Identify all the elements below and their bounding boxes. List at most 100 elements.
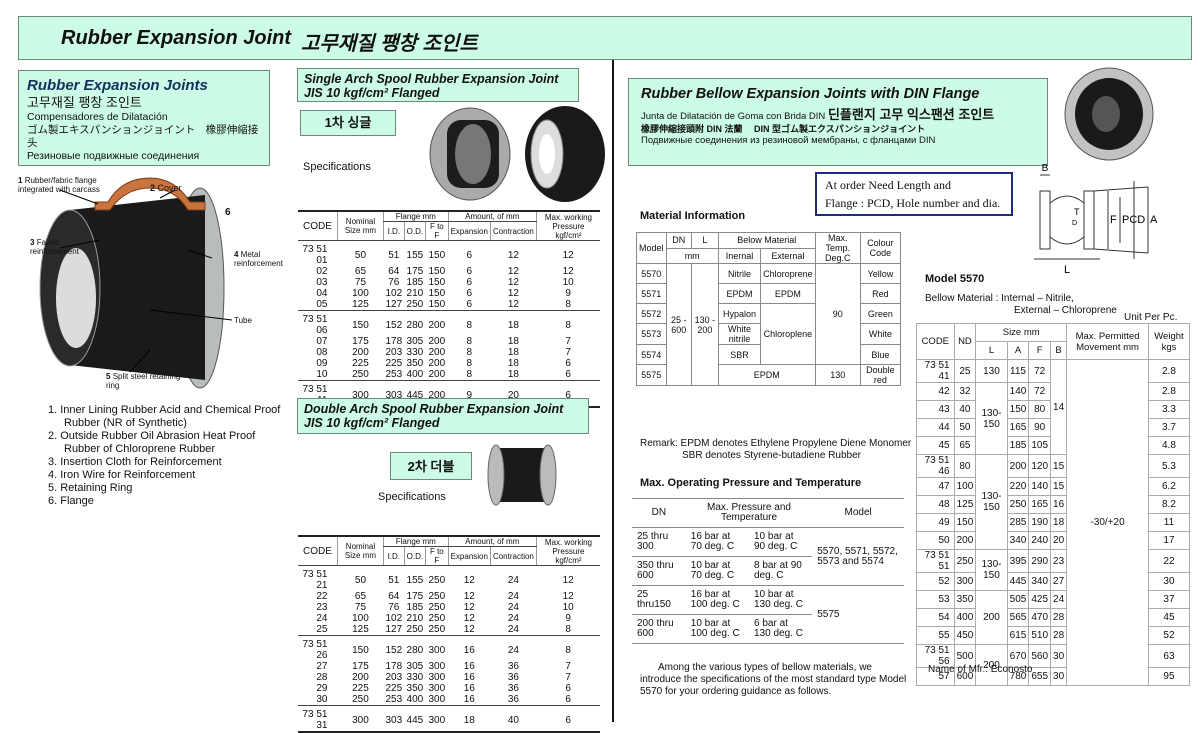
value-cell: 12	[536, 240, 600, 266]
table-row: 43 40 150 80 3.3	[916, 400, 1191, 419]
table-cell: 120	[1028, 454, 1052, 478]
table-cell: 10 bar at 130 deg. C	[749, 585, 813, 615]
label-num: 1	[18, 176, 23, 185]
drawing-label: F	[1110, 214, 1117, 226]
single-subtitle: JIS 10 kgf/cm² Flanged	[304, 86, 440, 100]
table-cell: 63	[1147, 644, 1191, 668]
table-cell: DN	[632, 498, 686, 528]
value-cell: 64	[388, 266, 400, 277]
value-cell: 10	[562, 602, 574, 613]
table-cell: 115	[1006, 359, 1030, 383]
table-cell: 445	[1006, 572, 1030, 591]
part-line: 5. Retaining Ring	[48, 482, 133, 494]
value-cell: 253	[385, 694, 403, 705]
double-table-wrap: CODE Nominal Size mm Flange mm Amount, of m…	[298, 535, 600, 733]
value-cell: 36	[507, 661, 519, 672]
table-cell: 470	[1028, 608, 1052, 627]
table-row: 5571 EPDM EPDM Red	[636, 283, 902, 304]
table-cell: 150	[1006, 400, 1030, 419]
cutaway-diagram	[39, 177, 233, 389]
table-cell: Weight kgs	[1147, 323, 1191, 360]
table-cell: 10 bar at 70 deg. C	[685, 556, 749, 586]
table-cell: EPDM	[760, 283, 816, 304]
value-cell: 125	[352, 299, 369, 310]
leader	[59, 189, 99, 205]
table-cell: 130	[814, 364, 861, 386]
value-cell: 18	[507, 336, 519, 347]
bore	[455, 124, 491, 184]
value-cell: 16	[463, 661, 475, 672]
material-title: Material Information	[640, 210, 746, 222]
single-title-box: Single Arch Spool Rubber Expansion Joint…	[297, 68, 579, 102]
table-cell: L	[975, 341, 1008, 360]
table-cell: 80	[953, 454, 977, 478]
data-row: 27 175 178 305 300 16 36 7	[298, 661, 600, 672]
value-cell: 9	[565, 288, 571, 299]
table-cell: 780	[1006, 667, 1030, 686]
table-cell: 200	[975, 644, 1008, 686]
value-cell: 24	[507, 602, 519, 613]
remark-line: SBR denotes Styrene-butadiene Rubber	[682, 450, 862, 461]
table-row: 53 350 200 505 425 24 37	[916, 590, 1191, 645]
value-cell: 6	[565, 369, 571, 380]
value-cell: 175	[406, 591, 424, 602]
value-cell: 12	[507, 299, 519, 310]
table-row: 5574 SBR Blue	[636, 344, 902, 365]
value-cell: 400	[406, 694, 424, 705]
table-row: 54 400 565 470 28 45	[916, 608, 1191, 627]
value-cell: 150	[337, 310, 384, 336]
value-cell: 12	[507, 277, 519, 288]
table-cell: 425	[1028, 590, 1052, 609]
table-cell: 16	[1050, 495, 1068, 514]
table-cell: 90	[1028, 418, 1052, 437]
table-cell: 53	[916, 590, 955, 609]
value-cell: 16	[448, 635, 491, 661]
table-cell: 8 bar at 90 deg. C	[749, 556, 813, 586]
table-row: 45 65 185 105 4.8	[916, 436, 1191, 455]
value-cell: 350	[406, 683, 424, 694]
value-cell: 250	[428, 602, 446, 613]
table-cell: Yellow	[859, 263, 902, 284]
value-cell: 6	[565, 694, 571, 705]
header-row: CODE Nominal Size mm Flange mm Amount, of m…	[298, 536, 600, 566]
table-cell: 130 - 200	[690, 263, 719, 386]
value-cell: 303	[383, 705, 405, 732]
value-cell: 6	[536, 705, 600, 732]
table-cell: 395	[1006, 549, 1030, 573]
table-cell: 200 thru 600	[632, 614, 686, 644]
table-cell: White nitrile	[717, 323, 762, 345]
value-cell: 350	[406, 358, 424, 369]
value-cell: 8	[536, 635, 600, 661]
table-cell: 80	[1028, 400, 1052, 419]
value-cell: 24	[490, 635, 537, 661]
table-cell: 25 - 600	[665, 263, 692, 386]
din-line-es: Junta de Dilatación de Goma con Brida DI…	[641, 111, 826, 122]
table-cell: 5575	[636, 364, 667, 386]
table-cell: 5570	[636, 263, 667, 284]
value-cell: 12	[463, 613, 475, 624]
model-unit: Unit Per Pc.	[1124, 312, 1178, 323]
table-cell: Chloroprene	[760, 263, 816, 284]
data-row: 23 75 76 185 250 12 24 10	[298, 602, 600, 613]
left-name: Compensadores de Dilatación	[27, 111, 168, 123]
value-cell: 330	[406, 347, 424, 358]
table-cell: 44	[916, 418, 955, 437]
value-cell: 65	[354, 591, 367, 602]
value-cell: 18	[507, 358, 519, 369]
left-title-box: Rubber Expansion Joints 고무재질 팽창 조인트 Compe…	[18, 70, 270, 166]
single-title: Single Arch Spool Rubber Expansion Joint	[304, 72, 559, 86]
table-cell: 190	[1028, 513, 1052, 532]
value-cell: 445	[404, 705, 426, 732]
table-cell: 130	[975, 359, 1008, 383]
value-cell: 178	[385, 661, 403, 672]
table-cell: 45	[916, 436, 955, 455]
data-row: 28 200 203 330 300 16 36 7	[298, 672, 600, 683]
value-cell: 36	[507, 672, 519, 683]
value-cell: 10	[562, 277, 574, 288]
value-cell: 24	[507, 613, 519, 624]
data-row: 10 250 253 400 200 8 18 6	[298, 369, 600, 381]
label-num: 4	[234, 250, 239, 259]
order-note-line: At order Need Length and	[825, 178, 951, 192]
model-table: CODE ND Size mm Max. Permitted Movement mm W…	[916, 323, 1191, 686]
table-cell: 5573	[636, 323, 667, 345]
